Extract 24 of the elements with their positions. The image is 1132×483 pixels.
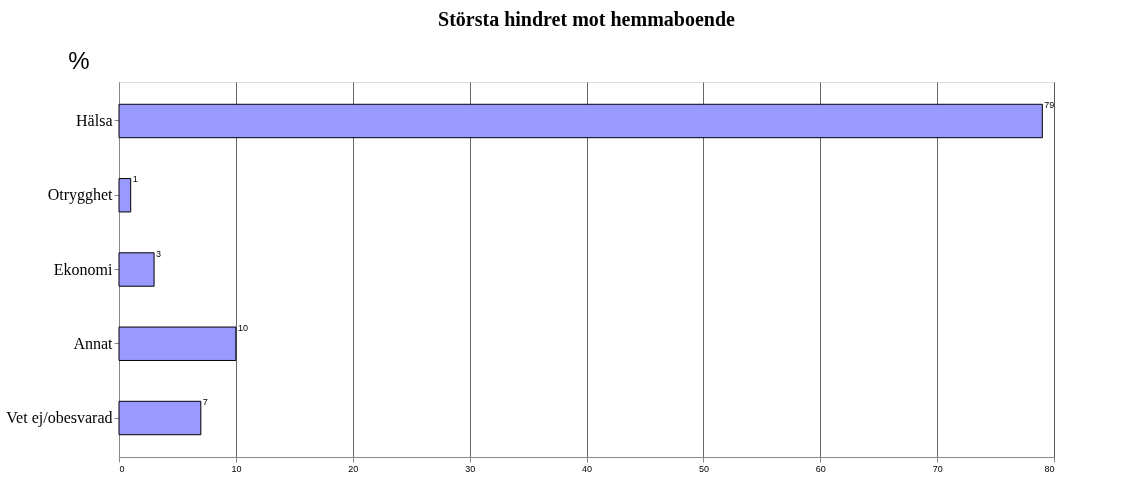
x-tick-label: 60 — [815, 463, 826, 474]
y-tick-label: Vet ej/obesvarad — [6, 409, 113, 428]
x-tick-label: 0 — [119, 463, 125, 474]
y-tick-label: Hälsa — [76, 111, 113, 129]
x-tick-label: 50 — [698, 463, 709, 474]
data-label: 1 — [132, 174, 138, 185]
x-tick-label: 20 — [348, 463, 359, 474]
x-tick-label: 40 — [581, 463, 593, 474]
data-label: 7 — [202, 397, 208, 408]
bar — [118, 400, 202, 436]
x-tick-label: 10 — [231, 463, 242, 474]
data-label: 3 — [156, 248, 162, 259]
y-tick-label: Ekonomi — [53, 260, 114, 278]
chart-title: Största hindret mot hemmaboende — [438, 8, 736, 30]
y-tick-label: Otrygghet — [47, 186, 114, 205]
x-tick-label: 30 — [465, 463, 476, 474]
bar — [118, 252, 155, 287]
data-label: 79 — [1044, 99, 1055, 110]
y-tick-label: Annat — [73, 334, 114, 352]
x-tick-label: 80 — [1044, 463, 1055, 474]
x-axis-title: % — [68, 47, 90, 74]
data-label: 10 — [237, 322, 248, 333]
x-tick-label: 70 — [932, 463, 943, 474]
bar — [118, 178, 132, 213]
